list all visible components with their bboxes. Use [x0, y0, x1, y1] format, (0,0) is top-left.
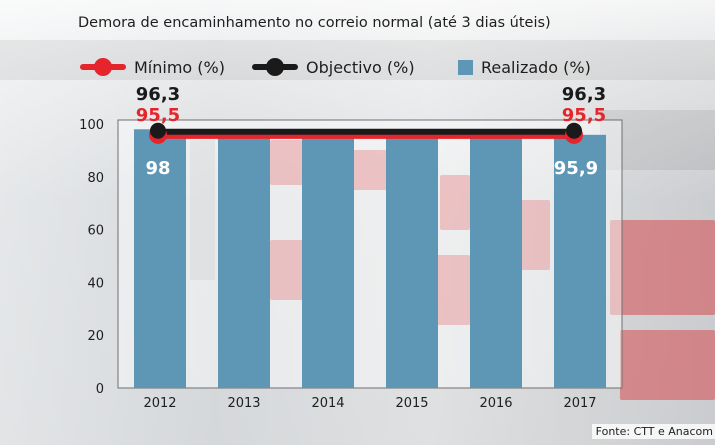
x-tick-label: 2014	[311, 396, 344, 411]
legend-item-realizado: Realizado (%)	[458, 56, 591, 78]
bar-realizado	[554, 134, 606, 388]
bar-realizado	[302, 129, 354, 388]
data-label-realizado: 95,9	[554, 158, 598, 179]
bar-realizado	[134, 129, 186, 388]
data-label-minimo: 95,5	[562, 105, 606, 126]
y-tick-label: 40	[87, 276, 104, 291]
x-tick-label: 2013	[227, 396, 260, 411]
point-objectivo	[150, 122, 166, 139]
chart-title: Demora de encaminhamento no correio norm…	[78, 15, 551, 31]
data-label-objectivo: 96,3	[562, 84, 606, 105]
data-label-realizado: 98	[145, 158, 170, 179]
realizado-legend-symbol	[458, 59, 473, 75]
point-objectivo	[566, 122, 582, 139]
y-tick-label: 20	[87, 329, 104, 344]
data-label-objectivo: 96,3	[136, 84, 180, 105]
legend-item-objectivo: Objectivo (%)	[252, 56, 415, 78]
x-tick-label: 2015	[395, 396, 428, 411]
legend-item-minimo: Mínimo (%)	[80, 56, 225, 78]
legend-label-minimo: Mínimo (%)	[134, 57, 225, 77]
x-tick-label: 2017	[563, 396, 596, 411]
source-note: Fonte: CTT e Anacom	[591, 424, 715, 439]
y-tick-label: 80	[87, 171, 104, 186]
bar-realizado	[218, 129, 270, 388]
bar-realizado	[386, 129, 438, 388]
objectivo-legend-symbol	[252, 58, 298, 76]
legend-label-objectivo: Objectivo (%)	[306, 57, 415, 77]
legend-label-realizado: Realizado (%)	[481, 57, 591, 77]
bar-realizado	[470, 129, 522, 388]
y-tick-label: 60	[87, 224, 104, 239]
data-label-minimo: 95,5	[136, 105, 180, 126]
y-tick-label: 0	[96, 382, 104, 397]
x-tick-label: 2016	[479, 396, 512, 411]
minimo-legend-symbol	[80, 58, 126, 76]
x-tick-label: 2012	[143, 396, 176, 411]
plot-frame	[117, 119, 623, 389]
y-tick-label: 100	[79, 118, 104, 133]
